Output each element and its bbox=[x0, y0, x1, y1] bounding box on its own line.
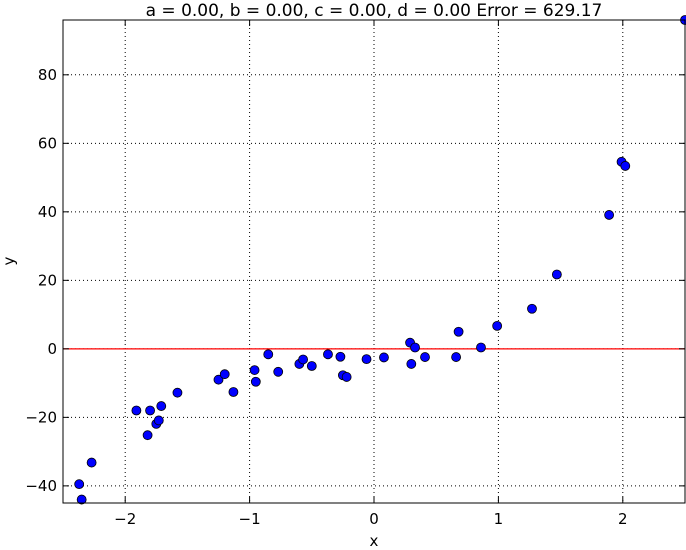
grid bbox=[63, 20, 685, 503]
data-points bbox=[74, 15, 686, 505]
data-point bbox=[131, 405, 142, 416]
data-point bbox=[451, 352, 462, 362]
data-point bbox=[145, 405, 155, 416]
data-point bbox=[420, 352, 430, 362]
axis-ticks: −2 −1 0 1 2 −40 −20 0 20 40 60 80 bbox=[25, 20, 685, 528]
data-point bbox=[219, 369, 230, 380]
data-point bbox=[263, 349, 274, 360]
data-point bbox=[604, 210, 615, 220]
data-point bbox=[213, 374, 224, 385]
y-tick-label: 40 bbox=[38, 203, 57, 221]
y-tick-label: −40 bbox=[25, 477, 57, 495]
data-point bbox=[527, 303, 537, 314]
data-point bbox=[228, 387, 239, 397]
x-tick-label: 0 bbox=[369, 510, 379, 528]
data-point bbox=[453, 326, 464, 337]
data-point bbox=[74, 479, 85, 490]
data-point bbox=[335, 351, 346, 362]
data-point bbox=[142, 430, 153, 441]
x-tick-label: 2 bbox=[618, 510, 628, 528]
data-point bbox=[153, 415, 164, 426]
data-point bbox=[341, 372, 352, 382]
data-point bbox=[406, 359, 417, 369]
data-point bbox=[620, 161, 631, 171]
data-point bbox=[76, 494, 87, 505]
data-point bbox=[250, 376, 261, 387]
data-point bbox=[86, 457, 97, 468]
x-tick-label: −2 bbox=[114, 510, 136, 528]
y-tick-label: 20 bbox=[38, 271, 57, 289]
data-point bbox=[410, 342, 420, 353]
x-axis-label: x bbox=[370, 532, 379, 550]
data-point bbox=[323, 349, 333, 360]
y-tick-label: 60 bbox=[38, 134, 57, 152]
data-point bbox=[361, 354, 372, 365]
y-tick-label: 80 bbox=[38, 66, 57, 84]
data-point bbox=[492, 320, 503, 331]
y-axis-label: y bbox=[0, 256, 18, 265]
data-point bbox=[273, 366, 284, 377]
data-point bbox=[306, 361, 317, 371]
x-tick-label: 1 bbox=[494, 510, 504, 528]
data-point bbox=[476, 342, 486, 353]
data-point bbox=[172, 387, 183, 398]
chart-title: a = 0.00, b = 0.00, c = 0.00, d = 0.00 E… bbox=[146, 1, 603, 21]
data-point bbox=[249, 365, 260, 375]
data-point bbox=[298, 354, 308, 365]
x-tick-label: −1 bbox=[239, 510, 261, 528]
y-tick-label: 0 bbox=[47, 340, 57, 358]
data-point bbox=[379, 352, 389, 363]
y-tick-label: −20 bbox=[25, 408, 57, 426]
data-point bbox=[551, 269, 562, 280]
data-point bbox=[156, 401, 167, 411]
